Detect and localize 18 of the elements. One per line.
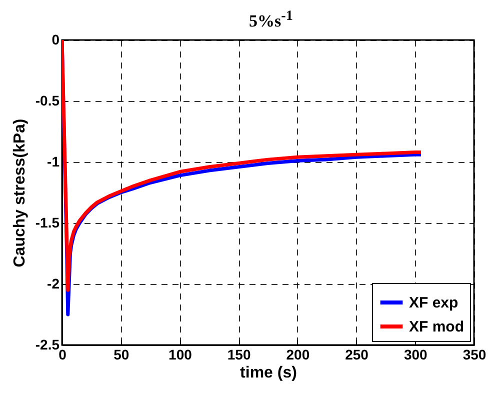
x-tick-label: 200	[286, 346, 310, 362]
y-tick-label: -1.5	[35, 214, 60, 230]
y-tick-label: -1	[47, 154, 60, 170]
legend-label: XF exp	[409, 294, 458, 312]
x-tick-label: 100	[168, 346, 192, 362]
chart-title: 5%s$^{-1}$	[248, 7, 294, 32]
x-tick-label: 150	[227, 346, 251, 362]
legend-label: XF mod	[409, 318, 464, 336]
x-tick-label: 350	[462, 346, 486, 362]
y-tick-label: -2.5	[35, 336, 60, 352]
y-tick-label: -2	[47, 276, 60, 292]
x-tick-label: 50	[114, 346, 130, 362]
x-tick-label: 250	[345, 346, 369, 362]
x-axis-title: time (s)	[240, 364, 297, 382]
x-tick-label: 300	[404, 346, 428, 362]
y-tick-label: -0.5	[35, 92, 60, 108]
y-tick-label: 0	[52, 32, 60, 48]
y-axis-title: Cauchy stress(kPa)	[11, 118, 28, 268]
